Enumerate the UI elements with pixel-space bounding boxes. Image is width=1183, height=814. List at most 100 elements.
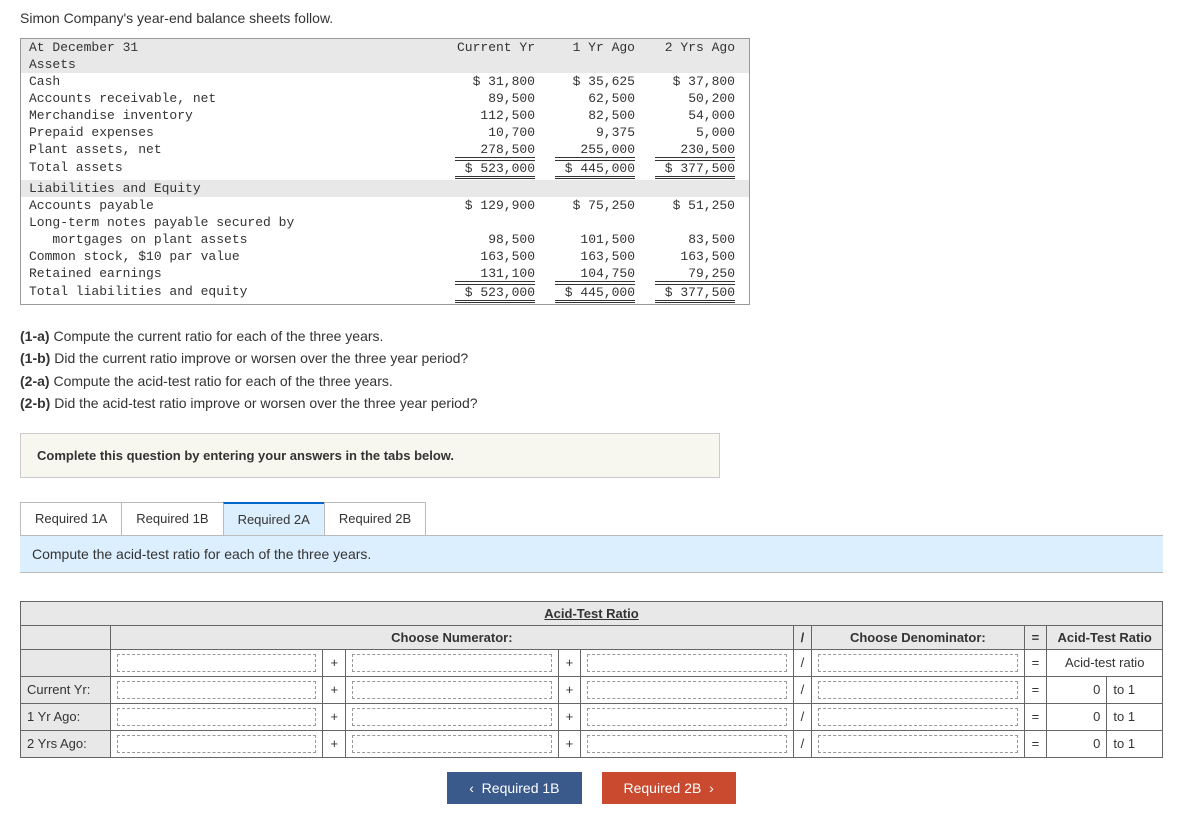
equals-cell: = xyxy=(1024,676,1047,703)
ratio-row-label: 2 Yrs Ago: xyxy=(21,730,111,757)
tab-required-1b[interactable]: Required 1B xyxy=(121,502,223,535)
q1b-text: Did the current ratio improve or worsen … xyxy=(50,350,468,366)
tab-required-2a[interactable]: Required 2A xyxy=(223,502,325,535)
liab-row: Common stock, $10 par value163,500163,50… xyxy=(21,248,749,265)
ratio-row: 2 Yrs Ago: + + / = 0 to 1 xyxy=(21,730,1163,757)
tab-required-1a[interactable]: Required 1A xyxy=(20,502,122,535)
chevron-right-icon: › xyxy=(709,780,714,796)
q2b-tag: (2-b) xyxy=(20,395,50,411)
next-label: Required 2B xyxy=(624,780,702,796)
liab-row: mortgages on plant assets98,500101,50083… xyxy=(21,231,749,248)
denom-input[interactable] xyxy=(818,681,1017,699)
bs-col-1yr: 1 Yr Ago xyxy=(541,40,641,55)
equals-cell: = xyxy=(1024,703,1047,730)
total-assets-label: Total assets xyxy=(29,160,441,179)
chevron-left-icon: ‹ xyxy=(469,780,474,796)
tab-required-2b[interactable]: Required 2B xyxy=(324,502,426,535)
tab-strip: Required 1A Required 1B Required 2A Requ… xyxy=(20,502,1163,535)
liab-row: Long-term notes payable secured by xyxy=(21,214,749,231)
num-label-1[interactable] xyxy=(117,654,316,672)
equals-header: = xyxy=(1024,625,1047,649)
ratio-row-label: 1 Yr Ago: xyxy=(21,703,111,730)
denominator-header: Choose Denominator: xyxy=(812,625,1024,649)
page-intro: Simon Company's year-end balance sheets … xyxy=(20,10,1163,26)
q1a-tag: (1-a) xyxy=(20,328,50,344)
total-liab-row: Total liabilities and equity $ 523,000 $… xyxy=(21,283,749,304)
total-liab-c2: $ 445,000 xyxy=(555,284,635,303)
total-assets-c1: $ 523,000 xyxy=(455,160,535,179)
asset-row: Plant assets, net278,500255,000230,500 xyxy=(21,141,749,159)
ratio-row: Current Yr: + + / = 0 to 1 xyxy=(21,676,1163,703)
asset-row: Accounts receivable, net89,50062,50050,2… xyxy=(21,90,749,107)
num-input-2[interactable] xyxy=(352,735,551,753)
plus-cell: + xyxy=(323,703,346,730)
next-button[interactable]: Required 2B › xyxy=(602,772,736,804)
result-header: Acid-Test Ratio xyxy=(1047,625,1163,649)
plus-cell: + xyxy=(558,730,581,757)
plus-cell: + xyxy=(558,703,581,730)
num-input-1[interactable] xyxy=(117,708,316,726)
result-suffix: to 1 xyxy=(1107,703,1163,730)
liab-row: Retained earnings131,100104,75079,250 xyxy=(21,265,749,283)
denom-input[interactable] xyxy=(818,708,1017,726)
slash-header: / xyxy=(793,625,811,649)
num-input-3[interactable] xyxy=(587,708,786,726)
plus-cell: + xyxy=(323,676,346,703)
result-suffix: to 1 xyxy=(1107,730,1163,757)
q2b-text: Did the acid-test ratio improve or worse… xyxy=(50,395,477,411)
numerator-header: Choose Numerator: xyxy=(111,625,794,649)
slash-2: / xyxy=(793,649,811,676)
plus-cell: + xyxy=(558,676,581,703)
total-liab-c1: $ 523,000 xyxy=(455,284,535,303)
q2a-tag: (2-a) xyxy=(20,373,50,389)
plus-1: + xyxy=(323,649,346,676)
num-input-3[interactable] xyxy=(587,735,786,753)
q1a-text: Compute the current ratio for each of th… xyxy=(50,328,384,344)
ratio-title: Acid-Test Ratio xyxy=(21,601,1163,625)
result-value: 0 xyxy=(1047,676,1107,703)
bs-col-2yr: 2 Yrs Ago xyxy=(641,40,741,55)
num-input-2[interactable] xyxy=(352,708,551,726)
num-label-3[interactable] xyxy=(587,654,786,672)
slash-cell: / xyxy=(793,730,811,757)
result-value: 0 xyxy=(1047,703,1107,730)
nav-buttons: ‹ Required 1B Required 2B › xyxy=(20,772,1163,804)
bs-header-row: At December 31 Current Yr 1 Yr Ago 2 Yrs… xyxy=(21,39,749,56)
q2a-text: Compute the acid-test ratio for each of … xyxy=(50,373,393,389)
ratio-row-label: Current Yr: xyxy=(21,676,111,703)
asset-row: Cash$ 31,800$ 35,625$ 37,800 xyxy=(21,73,749,90)
total-assets-c2: $ 445,000 xyxy=(555,160,635,179)
slash-cell: / xyxy=(793,703,811,730)
ratio-row: 1 Yr Ago: + + / = 0 to 1 xyxy=(21,703,1163,730)
asset-row: Prepaid expenses10,7009,3755,000 xyxy=(21,124,749,141)
prev-button[interactable]: ‹ Required 1B xyxy=(447,772,581,804)
assets-header: Assets xyxy=(29,57,441,72)
denom-label[interactable] xyxy=(818,654,1017,672)
total-assets-c3: $ 377,500 xyxy=(655,160,735,179)
num-input-1[interactable] xyxy=(117,681,316,699)
tab-instruction: Compute the acid-test ratio for each of … xyxy=(20,536,1163,573)
plus-cell: + xyxy=(323,730,346,757)
equals-cell: = xyxy=(1024,730,1047,757)
num-input-3[interactable] xyxy=(587,681,786,699)
row2-result: Acid-test ratio xyxy=(1047,649,1163,676)
equals-2: = xyxy=(1024,649,1047,676)
liab-header: Liabilities and Equity xyxy=(29,181,441,196)
result-value: 0 xyxy=(1047,730,1107,757)
bs-col-current: Current Yr xyxy=(441,40,541,55)
plus-2: + xyxy=(558,649,581,676)
result-suffix: to 1 xyxy=(1107,676,1163,703)
num-input-2[interactable] xyxy=(352,681,551,699)
balance-sheet: At December 31 Current Yr 1 Yr Ago 2 Yrs… xyxy=(20,38,750,305)
total-liab-label: Total liabilities and equity xyxy=(29,284,441,303)
num-label-2[interactable] xyxy=(352,654,551,672)
bs-header-label: At December 31 xyxy=(29,40,441,55)
denom-input[interactable] xyxy=(818,735,1017,753)
q1b-tag: (1-b) xyxy=(20,350,50,366)
instruction-box: Complete this question by entering your … xyxy=(20,433,720,478)
total-liab-c3: $ 377,500 xyxy=(655,284,735,303)
asset-row: Merchandise inventory112,50082,50054,000 xyxy=(21,107,749,124)
num-input-1[interactable] xyxy=(117,735,316,753)
total-assets-row: Total assets $ 523,000 $ 445,000 $ 377,5… xyxy=(21,159,749,180)
prev-label: Required 1B xyxy=(482,780,560,796)
